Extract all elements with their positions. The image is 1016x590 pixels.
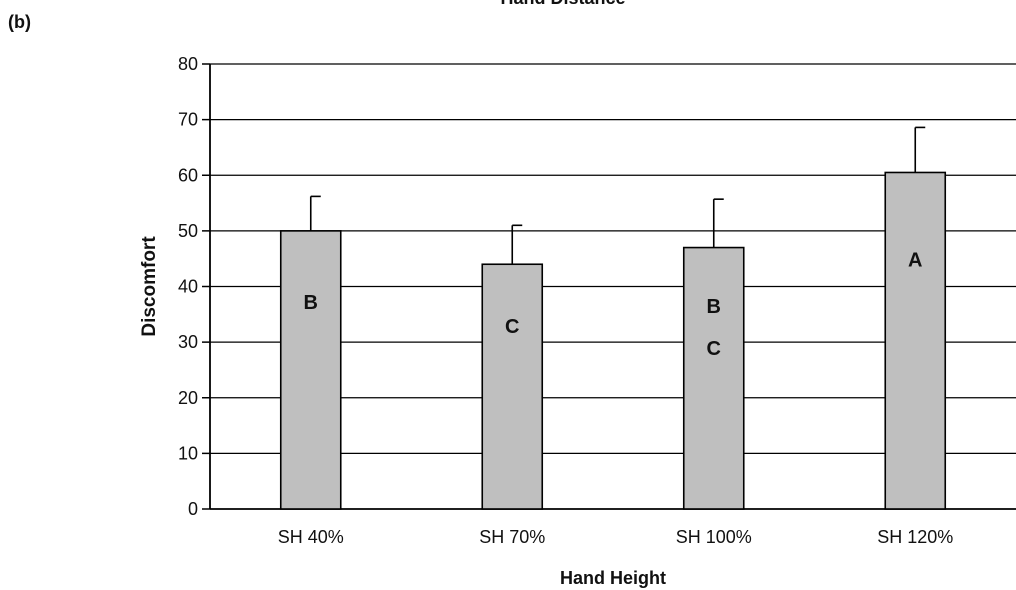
y-tick-label: 20 <box>178 388 198 408</box>
x-tick-label: SH 40% <box>278 527 344 547</box>
group-letter: B <box>304 292 318 314</box>
x-axis-label: Hand Height <box>560 568 666 588</box>
x-tick-label: SH 70% <box>479 527 545 547</box>
bar <box>279 230 342 510</box>
group-letter: C <box>707 338 721 360</box>
y-tick-label: 40 <box>178 277 198 297</box>
chart-title: Hand Distance <box>0 0 1016 9</box>
panel-label: (b) <box>8 12 31 32</box>
y-tick-label: 30 <box>178 332 198 352</box>
x-tick-label: SH 120% <box>877 527 953 547</box>
y-axis-label: Discomfort <box>139 236 160 337</box>
group-letter: C <box>505 316 519 338</box>
y-tick-label: 70 <box>178 110 198 130</box>
y-tick-label: 10 <box>178 443 198 463</box>
y-tick-label: 80 <box>178 54 198 74</box>
y-tick-label: 0 <box>188 499 198 519</box>
group-letter: A <box>908 250 922 272</box>
y-tick-label: 60 <box>178 165 198 185</box>
bar <box>481 263 544 510</box>
y-tick-label: 50 <box>178 221 198 241</box>
x-tick-label: SH 100% <box>676 527 752 547</box>
group-letter: B <box>707 296 721 318</box>
bar <box>884 171 947 510</box>
bar <box>682 246 745 510</box>
